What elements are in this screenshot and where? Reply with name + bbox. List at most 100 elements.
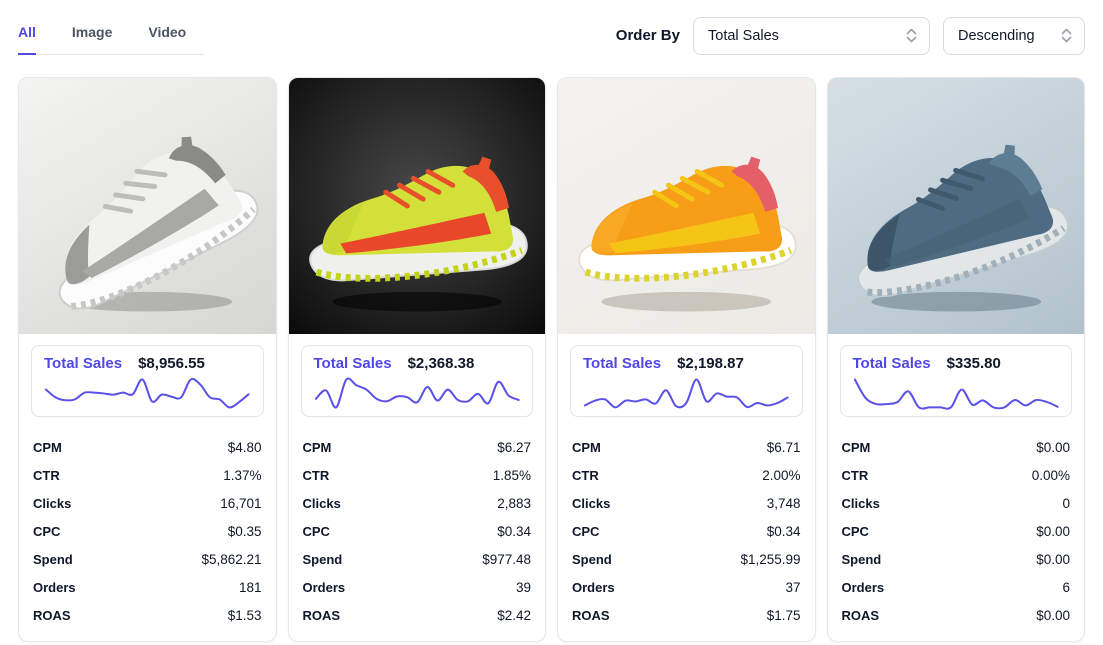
metric-value: $0.00 [1036, 523, 1070, 539]
metric-value: 1.85% [492, 467, 531, 483]
shoe-shadow [331, 291, 502, 312]
toolbar: All Image Video Order By Total Sales Des… [18, 16, 1085, 55]
metric-label: Spend [33, 551, 73, 567]
metric-value: 16,701 [220, 495, 262, 511]
sneaker-illustration [58, 136, 259, 312]
total-sales-panel: Total Sales $335.80 [839, 345, 1072, 417]
metric-label: CPC [302, 523, 330, 539]
product-image-orange-yellow-sneaker[interactable] [558, 78, 815, 334]
total-sales-header: Total Sales $2,368.38 [314, 355, 521, 372]
metric-row-roas: ROAS $0.00 [842, 601, 1071, 629]
product-image-neon-yellow-red-sneaker[interactable] [288, 78, 545, 334]
sales-sparkline-chart [583, 378, 789, 409]
tab-image[interactable]: Image [72, 16, 112, 55]
metric-label: CPC [572, 523, 600, 539]
metric-label: Clicks [841, 495, 880, 511]
total-sales-value: $335.80 [946, 355, 1001, 372]
sort-direction-select[interactable]: Descending [943, 16, 1085, 55]
product-card[interactable]: Total Sales $2,368.38 CPM $6.27 CTR 1.85% Cl… [287, 77, 546, 642]
metric-label: CTR [841, 467, 869, 483]
metric-label: CTR [33, 467, 60, 483]
metric-value: 2.00% [762, 467, 801, 483]
metric-row-clicks: Clicks 2,883 [303, 489, 532, 517]
metric-label: Orders [302, 579, 346, 595]
metrics-list: CPM $4.80 CTR 1.37% Clicks 16,701 CPC $0.35 Spen… [19, 428, 276, 641]
shoe-shadow [601, 291, 772, 312]
tab-video[interactable]: Video [148, 16, 186, 55]
sales-sparkline-chart [44, 377, 250, 409]
metric-value: $0.34 [766, 523, 801, 539]
sort-controls: Order By Total Sales Descending [615, 16, 1085, 55]
metric-label: Clicks [33, 495, 72, 511]
metric-value: $1.53 [227, 607, 262, 623]
total-sales-panel: Total Sales $2,198.87 [570, 345, 803, 417]
product-image-slate-blue-sneaker[interactable] [827, 78, 1084, 334]
metric-row-roas: ROAS $1.75 [572, 601, 801, 629]
metric-row-cpc: CPC $0.35 [33, 517, 262, 545]
total-sales-panel: Total Sales $8,956.55 [31, 345, 264, 417]
metrics-list: CPM $6.71 CTR 2.00% Clicks 3,748 CPC $0.34 Spend… [558, 428, 815, 641]
metric-row-roas: ROAS $1.53 [33, 601, 262, 629]
metric-row-ctr: CTR 0.00% [842, 461, 1071, 489]
order-by-label: Order By [615, 27, 680, 44]
sort-direction-value: Descending [958, 27, 1035, 44]
metric-value: $6.27 [497, 439, 531, 455]
sort-field-select[interactable]: Total Sales [693, 16, 930, 55]
product-card[interactable]: Total Sales $2,198.87 CPM $6.71 CTR 2.00% Cl… [557, 77, 816, 642]
metric-value: 1.37% [223, 467, 262, 483]
metric-value: $1.75 [766, 607, 801, 623]
metric-label: Clicks [302, 495, 341, 511]
metric-row-ctr: CTR 1.37% [33, 461, 262, 489]
total-sales-header: Total Sales $8,956.55 [44, 355, 251, 372]
metric-value: 6 [1062, 579, 1070, 595]
total-sales-label: Total Sales [313, 355, 392, 372]
metric-label: Spend [572, 551, 612, 567]
product-card[interactable]: Total Sales $335.80 CPM $0.00 CTR 0.00% Clic… [826, 77, 1085, 642]
metric-label: CPM [33, 439, 62, 455]
metric-row-cpm: CPM $6.71 [572, 433, 801, 461]
product-card[interactable]: Total Sales $8,956.55 CPM $4.80 CTR 1.37% Cl… [18, 77, 277, 642]
metric-row-clicks: Clicks 16,701 [33, 489, 262, 517]
metric-label: CPM [841, 439, 871, 455]
metric-value: $0.34 [497, 523, 531, 539]
select-spinner-icon [906, 28, 917, 43]
metric-value: $4.80 [227, 439, 262, 455]
metrics-list: CPM $0.00 CTR 0.00% Clicks 0 CPC $0.00 Spend $0.0… [828, 428, 1085, 641]
metric-row-clicks: Clicks 0 [842, 489, 1071, 517]
metric-row-cpc: CPC $0.34 [303, 517, 532, 545]
metric-row-orders: Orders 37 [572, 573, 801, 601]
total-sales-panel: Total Sales $2,368.38 [300, 345, 533, 417]
metric-row-ctr: CTR 2.00% [572, 461, 801, 489]
metric-value: 2,883 [497, 495, 531, 511]
metric-value: $0.00 [1036, 551, 1070, 567]
metric-row-roas: ROAS $2.42 [303, 601, 532, 629]
product-image-gray-white-sneaker[interactable] [19, 78, 276, 334]
metric-value: $0.35 [227, 523, 262, 539]
metric-row-orders: Orders 181 [33, 573, 262, 601]
total-sales-value: $2,198.87 [677, 355, 744, 372]
metric-value: $5,862.21 [201, 551, 262, 567]
metric-value: 0.00% [1031, 467, 1070, 483]
sneaker-illustration [308, 156, 528, 312]
select-spinner-icon [1061, 28, 1072, 43]
metric-row-spend: Spend $977.48 [303, 545, 532, 573]
total-sales-label: Total Sales [852, 355, 931, 372]
metric-value: $6.71 [766, 439, 801, 455]
metric-row-orders: Orders 39 [303, 573, 532, 601]
metric-value: 0 [1062, 495, 1070, 511]
media-type-tabs: All Image Video [18, 16, 204, 55]
metric-row-cpc: CPC $0.00 [842, 517, 1071, 545]
metric-label: ROAS [841, 607, 880, 623]
total-sales-value: $2,368.38 [407, 355, 475, 372]
metric-label: Orders [841, 579, 885, 595]
sales-sparkline-chart [314, 377, 520, 409]
metric-row-spend: Spend $0.00 [842, 545, 1071, 573]
tab-all[interactable]: All [18, 16, 36, 55]
metric-value: 37 [785, 579, 801, 595]
metric-row-cpm: CPM $4.80 [33, 433, 262, 461]
metric-label: Spend [302, 551, 343, 567]
metric-label: CPC [33, 523, 61, 539]
metric-row-orders: Orders 6 [842, 573, 1071, 601]
metric-value: $0.00 [1036, 607, 1070, 623]
